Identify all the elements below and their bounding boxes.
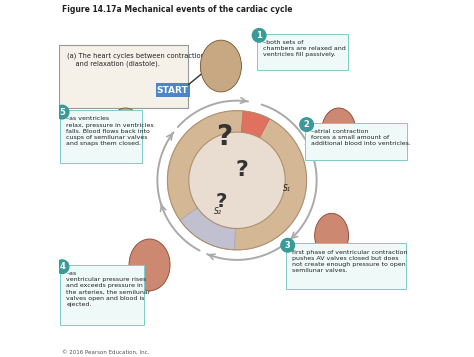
FancyBboxPatch shape — [155, 83, 190, 97]
Ellipse shape — [109, 108, 143, 153]
Text: first phase of ventricular contraction
pushes AV valves closed but does
not crea: first phase of ventricular contraction p… — [292, 250, 408, 273]
Ellipse shape — [315, 213, 348, 258]
FancyBboxPatch shape — [59, 45, 188, 108]
Circle shape — [281, 238, 294, 252]
FancyBboxPatch shape — [60, 110, 142, 163]
Text: –both sets of
chambers are relaxed and
ventricles fill passively.: –both sets of chambers are relaxed and v… — [264, 40, 346, 57]
Wedge shape — [241, 111, 270, 138]
Text: S₁: S₁ — [283, 184, 291, 193]
Ellipse shape — [129, 239, 170, 291]
Circle shape — [190, 133, 284, 227]
Ellipse shape — [322, 108, 356, 153]
Text: ?: ? — [217, 124, 233, 151]
Text: (a) The heart cycles between contraction (systole)
    and relaxation (diastole): (a) The heart cycles between contraction… — [67, 52, 237, 67]
Text: ?: ? — [215, 192, 227, 211]
Text: Figure 14.17a Mechanical events of the cardiac cycle: Figure 14.17a Mechanical events of the c… — [62, 5, 292, 14]
Ellipse shape — [201, 40, 241, 92]
Text: S₂: S₂ — [214, 207, 222, 216]
Text: –as ventricles
relax, pressure in ventricles
falls. Blood flows back into
cusps : –as ventricles relax, pressure in ventri… — [66, 116, 154, 146]
Circle shape — [55, 105, 69, 119]
Wedge shape — [180, 208, 235, 250]
Text: 1: 1 — [256, 31, 262, 40]
Circle shape — [252, 29, 266, 42]
Text: –as
ventricular pressure rises
and exceeds pressure in
the arteries, the semilun: –as ventricular pressure rises and excee… — [66, 271, 151, 307]
FancyBboxPatch shape — [257, 34, 348, 70]
Circle shape — [300, 118, 313, 131]
Text: 3: 3 — [285, 241, 291, 250]
Text: ?: ? — [236, 160, 249, 180]
FancyBboxPatch shape — [60, 265, 144, 325]
Text: 4: 4 — [59, 262, 65, 271]
FancyBboxPatch shape — [305, 123, 407, 160]
Text: 2: 2 — [304, 120, 310, 129]
Text: © 2016 Pearson Education, Inc.: © 2016 Pearson Education, Inc. — [62, 350, 149, 355]
Text: –atrial contraction
forces a small amount of
additional blood into ventricles.: –atrial contraction forces a small amoun… — [311, 129, 411, 146]
Text: START: START — [157, 86, 189, 95]
FancyBboxPatch shape — [286, 243, 405, 289]
Circle shape — [55, 260, 69, 273]
Wedge shape — [167, 111, 307, 250]
Text: 5: 5 — [59, 107, 65, 117]
